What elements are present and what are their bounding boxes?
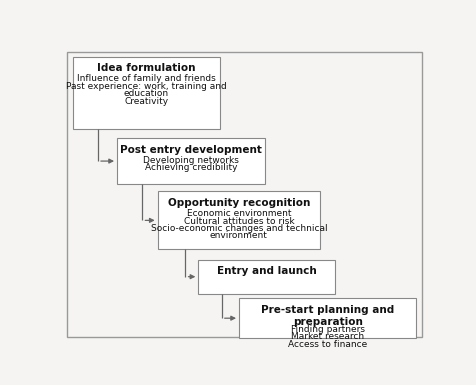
Text: Developing networks: Developing networks xyxy=(143,156,238,165)
Bar xyxy=(238,298,416,338)
Bar xyxy=(157,191,319,249)
Text: Achieving credibility: Achieving credibility xyxy=(144,163,237,172)
Bar xyxy=(72,57,220,129)
Text: Economic environment: Economic environment xyxy=(186,209,290,218)
Text: Influence of family and friends: Influence of family and friends xyxy=(77,74,216,84)
Text: Past experience: work, training and: Past experience: work, training and xyxy=(66,82,227,91)
Text: Idea formulation: Idea formulation xyxy=(97,63,195,73)
Text: Cultural attitudes to risk: Cultural attitudes to risk xyxy=(183,217,294,226)
Bar xyxy=(198,259,334,294)
Text: Creativity: Creativity xyxy=(124,97,168,105)
Text: Access to finance: Access to finance xyxy=(288,340,367,349)
Text: Post entry development: Post entry development xyxy=(119,145,261,155)
Text: Finding partners: Finding partners xyxy=(290,325,364,334)
Text: Socio-economic changes and technical: Socio-economic changes and technical xyxy=(150,224,327,233)
Bar xyxy=(117,138,264,184)
Text: Opportunity recognition: Opportunity recognition xyxy=(168,198,309,208)
Text: Market research: Market research xyxy=(290,332,364,341)
Text: Entry and launch: Entry and launch xyxy=(216,266,316,276)
Text: Pre-start planning and
preparation: Pre-start planning and preparation xyxy=(260,305,394,327)
Text: education: education xyxy=(124,89,169,98)
Text: environment: environment xyxy=(209,231,268,241)
